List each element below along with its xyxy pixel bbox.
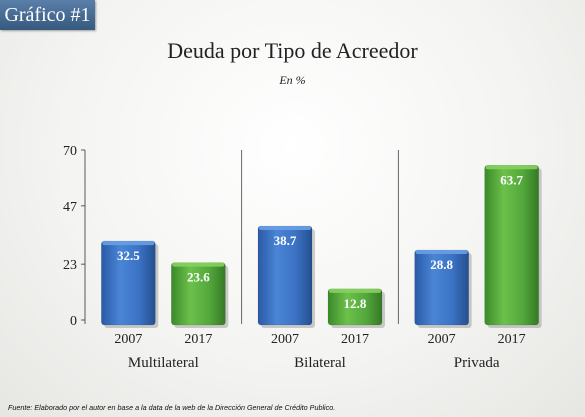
bar — [484, 165, 539, 326]
y-tick-label: 47 — [63, 200, 77, 215]
bar-top-highlight — [329, 288, 381, 293]
category-label: Bilateral — [294, 355, 346, 371]
bar-value-label: 28.8 — [430, 257, 453, 272]
x-year-label: 2017 — [341, 332, 369, 347]
bar-value-label: 32.5 — [117, 248, 140, 263]
chart-number-badge: Gráfico #1 — [0, 0, 95, 30]
y-tick-label: 70 — [63, 144, 77, 159]
category-label: Privada — [454, 355, 500, 371]
bar-value-label: 63.7 — [500, 172, 523, 187]
y-tick-label: 23 — [63, 258, 77, 273]
bar-top-highlight — [485, 165, 538, 170]
bar-value-label: 38.7 — [274, 233, 297, 248]
x-year-label: 2007 — [271, 332, 299, 347]
category-label: Multilateral — [128, 355, 199, 371]
bar-value-label: 23.6 — [187, 270, 210, 285]
bar-value-label: 12.8 — [344, 296, 367, 311]
source-footnote: Fuente: Elaborado por el autor en base a… — [8, 403, 336, 412]
bar-top-highlight — [172, 262, 225, 267]
x-year-label: 2007 — [114, 332, 142, 347]
bar-chart: 0 23 47 70 32.5 2007 23.6 2017 Multilateral 38.7 2… — [63, 144, 542, 371]
x-year-label: 2017 — [498, 332, 526, 347]
bar-top-highlight — [259, 226, 311, 231]
x-year-label: 2007 — [428, 332, 456, 347]
chart-title: Deuda por Tipo de Acreedor — [167, 38, 418, 63]
bar-top-highlight — [102, 241, 155, 246]
bar-top-highlight — [415, 250, 468, 255]
chart-subtitle: En % — [279, 73, 306, 87]
y-tick-label: 0 — [70, 314, 77, 329]
x-year-label: 2017 — [184, 332, 212, 347]
